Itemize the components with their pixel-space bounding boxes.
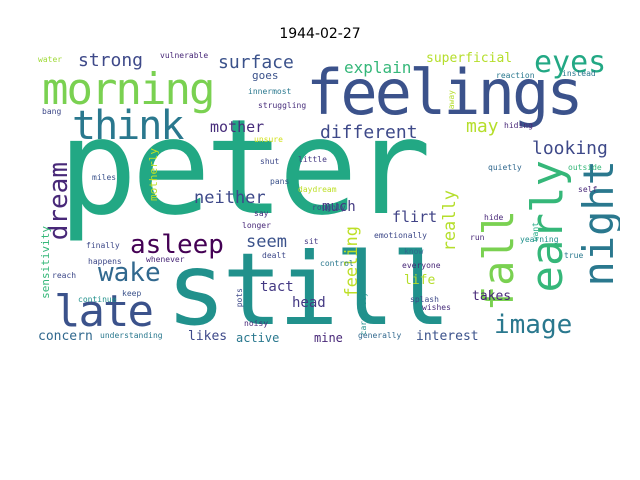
word-generally: generally	[358, 331, 402, 340]
word-carefully: carefully	[359, 292, 368, 336]
word-asleep: asleep	[130, 230, 224, 260]
word-struggling: struggling	[258, 101, 307, 110]
word-takes: takes	[472, 289, 512, 304]
word-emotionally: emotionally	[374, 231, 427, 240]
word-noisy: noisy	[244, 319, 269, 328]
word-reaction: reaction	[496, 71, 535, 80]
word-peter: peter	[58, 91, 431, 245]
word-wake: wake	[98, 258, 161, 288]
word-bang: bang	[42, 107, 62, 116]
word-happens: happens	[88, 257, 122, 266]
word-late: late	[54, 286, 154, 337]
word-concern: concern	[38, 329, 93, 342]
chart-title: 1944-02-27	[279, 26, 361, 42]
word-longer: longer	[242, 221, 271, 230]
word-interest: interest	[416, 329, 479, 342]
word-much: much	[322, 199, 356, 215]
word-flirt: flirt	[392, 208, 438, 226]
word-think: think	[72, 103, 184, 149]
word-instead: instead	[562, 69, 596, 78]
word-shut: shut	[260, 157, 280, 166]
word-away: away	[447, 90, 456, 110]
word-yearning: yearning	[520, 235, 559, 244]
word-hide: hide	[484, 213, 504, 222]
word-continue: continue	[78, 295, 117, 304]
word-dealt: dealt	[262, 251, 287, 260]
word-quietly: quietly	[488, 163, 522, 172]
word-likes: likes	[188, 329, 228, 342]
word-splash: splash	[410, 295, 439, 304]
word-active: active	[236, 331, 280, 342]
word-daydream: daydream	[298, 185, 337, 194]
word-superficial: superficial	[426, 51, 513, 66]
word-control: control	[320, 259, 354, 268]
word-night: night	[574, 160, 620, 287]
word-cloud: peter still feelings morning think late …	[38, 50, 620, 342]
word-pots: pots	[235, 288, 244, 308]
word-know: know	[404, 247, 424, 256]
word-understanding: understanding	[100, 331, 163, 340]
word-may: may	[466, 116, 499, 137]
word-wishes: wishes	[422, 303, 451, 312]
word-true: true	[564, 251, 584, 260]
word-surface: surface	[218, 52, 294, 73]
word-water: water	[38, 55, 63, 64]
word-life: life	[404, 273, 436, 288]
word-image: image	[494, 310, 573, 340]
word-explain: explain	[344, 58, 412, 77]
word-still: still	[166, 231, 451, 342]
word-everyone: everyone	[402, 261, 441, 270]
word-different: different	[320, 122, 418, 143]
word-neither: neither	[194, 188, 266, 208]
word-vulnerable: vulnerable	[160, 51, 209, 60]
word-sensitivity: sensitivity	[39, 226, 52, 299]
word-pans: pans	[270, 177, 290, 186]
word-mine: mine	[314, 331, 343, 342]
word-hiding: hiding	[504, 121, 533, 130]
word-run: run	[470, 233, 485, 242]
word-keep: keep	[122, 289, 142, 298]
word-miles: miles	[92, 173, 117, 182]
word-looking: looking	[532, 138, 608, 159]
word-finally: finally	[86, 241, 120, 250]
word-morning: morning	[42, 64, 215, 115]
word-roughly: roughly	[312, 203, 346, 212]
word-eyes: eyes	[534, 50, 607, 80]
word-seem: seem	[246, 232, 287, 252]
word-sit: sit	[304, 237, 319, 246]
word-feelings: feelings	[306, 56, 584, 129]
word-motherly: motherly	[147, 148, 160, 201]
word-little: little	[298, 155, 327, 164]
word-really: really	[440, 190, 460, 252]
word-reach: reach	[52, 271, 77, 280]
word-tact: tact	[260, 279, 294, 295]
word-mother: mother	[210, 118, 265, 136]
word-self: self	[578, 185, 598, 194]
word-head: head	[292, 295, 326, 311]
word-goes: goes	[252, 69, 279, 82]
word-say: say	[254, 209, 269, 218]
word-outside: outside	[568, 163, 602, 172]
word-whenever: whenever	[146, 255, 185, 264]
word-innermost: innermost	[248, 87, 292, 96]
word-unsure: unsure	[254, 135, 283, 144]
word-strong: strong	[78, 50, 144, 71]
